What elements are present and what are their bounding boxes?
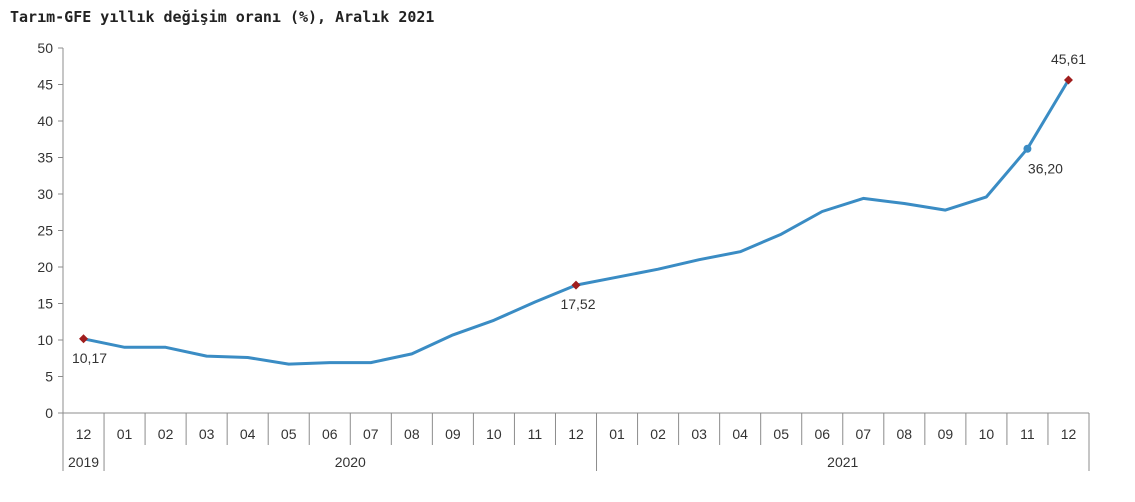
x-tick-label: 02: [650, 426, 666, 442]
x-tick-label: 10: [486, 426, 502, 442]
data-points: [79, 75, 1073, 344]
y-tick-label: 10: [37, 332, 53, 348]
x-tick-label: 01: [117, 426, 133, 442]
x-tick-label: 12: [568, 426, 584, 442]
x-tick-label: 05: [281, 426, 297, 442]
year-label: 2020: [335, 454, 366, 470]
series-line: [82, 78, 1070, 366]
y-tick-label: 30: [37, 186, 53, 202]
data-label: 10,17: [72, 350, 107, 366]
data-label: 17,52: [560, 296, 595, 312]
x-tick-label: 12: [76, 426, 92, 442]
x-tick-label: 10: [979, 426, 995, 442]
data-point-marker: [571, 280, 581, 290]
y-tick-label: 40: [37, 113, 53, 129]
x-tick-label: 01: [609, 426, 625, 442]
data-point-marker: [1063, 75, 1073, 85]
x-tick-label: 03: [199, 426, 215, 442]
x-tick-label: 07: [855, 426, 871, 442]
x-tick-label: 08: [404, 426, 420, 442]
y-axis-ticks: 0 5 10 15 20 25 30 35 40 45 50: [37, 40, 63, 421]
x-tick-label: 11: [1020, 426, 1035, 442]
axes: [62, 48, 1089, 414]
x-tick-label: 11: [528, 426, 543, 442]
y-tick-label: 50: [37, 40, 53, 56]
y-tick-label: 20: [37, 259, 53, 275]
y-tick-label: 45: [37, 77, 53, 93]
x-axis-ticks: 12 01 02 03 04 05 06 07 08 09 10 11 12 01 02 03 04 05 06 07…: [62, 413, 1090, 471]
x-tick-label: 04: [240, 426, 256, 442]
x-tick-label: 06: [814, 426, 830, 442]
y-tick-label: 35: [37, 150, 53, 166]
x-tick-label: 09: [445, 426, 461, 442]
x-tick-label: 02: [158, 426, 174, 442]
y-tick-label: 5: [45, 369, 53, 385]
x-tick-label: 09: [938, 426, 954, 442]
year-label: 2019: [68, 454, 99, 470]
x-tick-label: 12: [1061, 426, 1077, 442]
chart-title: Tarım-GFE yıllık değişim oranı (%), Aral…: [10, 8, 435, 26]
y-tick-label: 0: [45, 405, 53, 421]
x-tick-label: 05: [773, 426, 789, 442]
x-tick-label: 03: [691, 426, 707, 442]
x-tick-label: 04: [732, 426, 748, 442]
data-labels: 10,17 17,52 36,20 45,61: [72, 51, 1086, 366]
y-tick-label: 25: [37, 223, 53, 239]
data-label: 45,61: [1051, 51, 1086, 67]
x-tick-label: 08: [897, 426, 913, 442]
x-tick-label: 06: [322, 426, 338, 442]
data-label: 36,20: [1028, 161, 1063, 177]
year-label: 2021: [827, 454, 858, 470]
y-tick-label: 15: [37, 296, 53, 312]
series-line-path: [82, 78, 1070, 366]
data-point-marker: [1023, 144, 1032, 153]
data-point-marker: [79, 334, 89, 344]
x-tick-label: 07: [363, 426, 379, 442]
